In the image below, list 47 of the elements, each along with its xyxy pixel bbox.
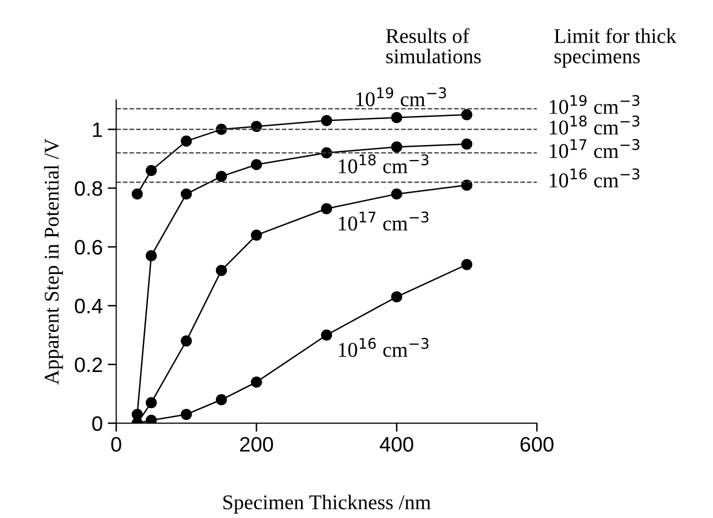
point: [321, 203, 332, 214]
point: [461, 138, 472, 150]
x-axis-title: Specimen Thickness /nm: [223, 494, 431, 514]
point: [321, 329, 332, 341]
point: [180, 136, 192, 147]
y-tick-label: 0: [92, 416, 102, 431]
point: [391, 112, 402, 124]
point: [216, 170, 227, 182]
ref-line-label: 10$^{16}$ cm$^{−3}$: [550, 168, 640, 188]
point: [216, 394, 227, 406]
series-label: 10$^{18}$ cm$^{−3}$: [338, 154, 428, 174]
point: [391, 141, 402, 153]
ref-line-label: 10$^{17}$ cm$^{−3}$: [550, 139, 640, 158]
point: [461, 109, 472, 120]
y-tick-label: 0.8: [74, 181, 102, 196]
point: [146, 397, 157, 408]
point: [250, 376, 262, 388]
series-label: 10$^{17}$ cm$^{−3}$: [338, 212, 428, 231]
y-tick-label: 1: [93, 122, 102, 137]
point: [250, 230, 262, 241]
point: [391, 188, 402, 200]
y-tick-label: 0.2: [74, 357, 102, 372]
x-tick-label: 600: [520, 436, 554, 452]
y-tick-label: 0.4: [74, 298, 102, 314]
point: [180, 408, 192, 420]
x-tick-label: 400: [380, 436, 414, 452]
point: [132, 188, 143, 200]
ref-line-label: 10$^{19}$ cm$^{−3}$: [550, 94, 640, 114]
x-tick-label: 200: [240, 436, 274, 452]
point: [461, 258, 472, 270]
x-tick-label: 0: [111, 436, 122, 452]
y-axis-title: Apparent Step in Potential /V: [44, 138, 63, 385]
point: [146, 414, 157, 424]
ref-line-label: 10$^{18}$ cm$^{−3}$: [550, 116, 640, 135]
text: Limit for thick specimens: [554, 28, 676, 68]
text: Results of simulations: [386, 28, 481, 64]
point: [321, 114, 332, 126]
point: [250, 159, 262, 170]
point: [180, 188, 192, 200]
point: [180, 335, 192, 346]
point: [391, 291, 402, 302]
series-label: 10$^{16}$ cm$^{−3}$: [338, 338, 428, 357]
point: [146, 250, 157, 262]
point: [146, 164, 157, 176]
point: [216, 264, 227, 276]
y-tick-label: 0.6: [74, 240, 102, 255]
series-label: 10$^{19}$ cm$^{−3}$: [356, 87, 446, 106]
